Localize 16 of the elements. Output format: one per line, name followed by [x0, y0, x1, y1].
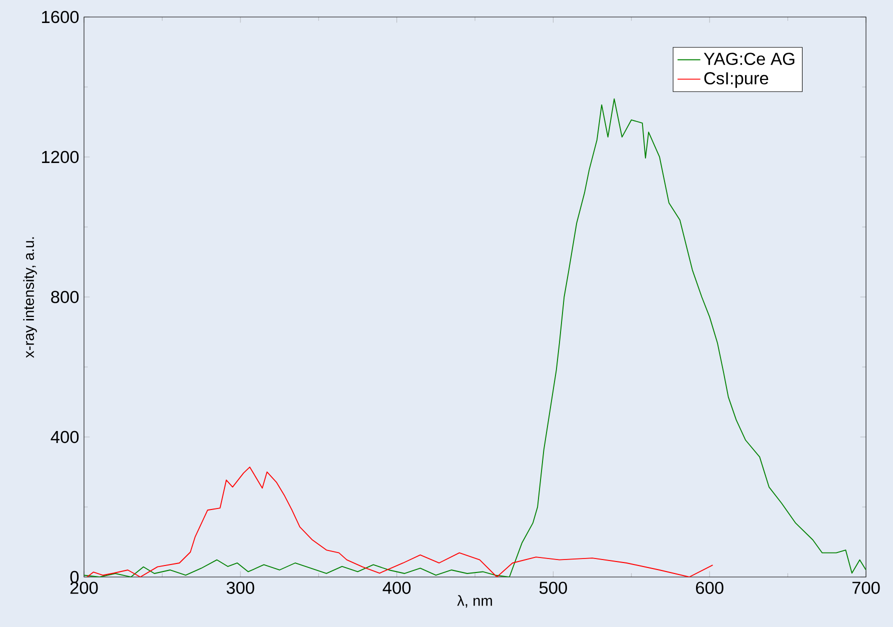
- legend-label: CsI:pure: [704, 72, 768, 88]
- y-axis-title: x-ray intensity, a.u.: [23, 237, 37, 358]
- x-tick-label: 200: [70, 582, 98, 594]
- y-tick-label: 800: [51, 290, 79, 304]
- x-tick-label: 700: [852, 582, 880, 594]
- y-tick-label: 1200: [42, 150, 79, 164]
- y-tick-label: 1600: [42, 10, 79, 24]
- line-series: [84, 98, 866, 577]
- line-series: [86, 466, 714, 577]
- y-tick-label: 400: [50, 430, 79, 444]
- x-tick-label: 600: [696, 582, 724, 594]
- legend-label: YAG:Ce AG: [704, 52, 794, 65]
- x-tick-label: 300: [226, 582, 254, 594]
- x-tick-label: 400: [382, 582, 411, 594]
- x-tick-label: 500: [539, 582, 567, 594]
- x-axis-title: λ, nm: [457, 595, 492, 608]
